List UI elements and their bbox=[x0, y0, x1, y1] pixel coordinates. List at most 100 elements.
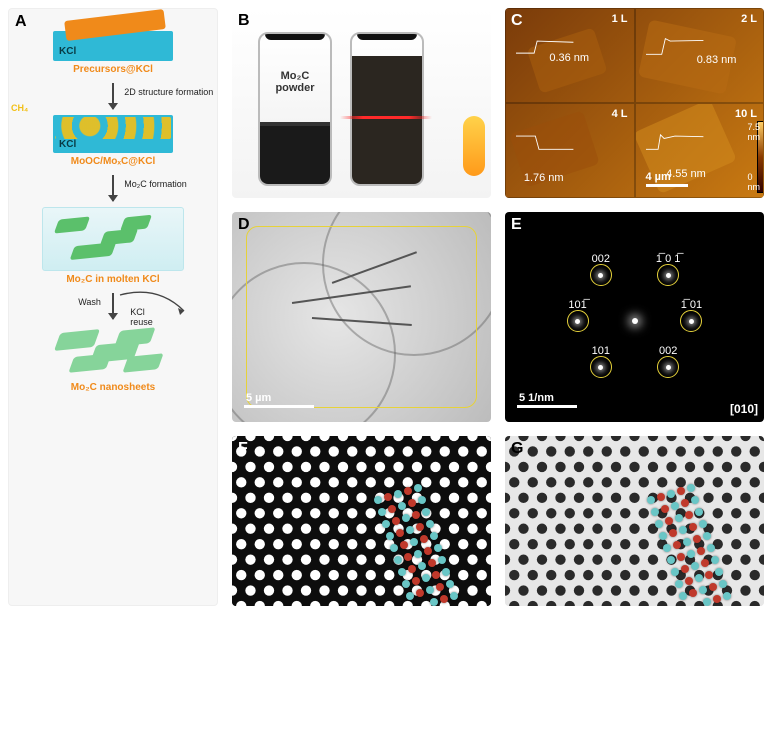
afm-tag-2: 2 L bbox=[741, 13, 757, 25]
overlay-atom bbox=[404, 487, 412, 495]
overlay-atom bbox=[426, 586, 434, 594]
overlay-atom bbox=[677, 487, 685, 495]
overlay-atom bbox=[667, 556, 675, 564]
overlay-atom bbox=[374, 496, 382, 504]
overlay-atom bbox=[703, 532, 711, 540]
afm-scale-label: 4 µm bbox=[646, 171, 671, 183]
overlay-atom bbox=[394, 490, 402, 498]
molten-sheet bbox=[54, 216, 90, 233]
overlay-atom bbox=[659, 532, 667, 540]
overlay-atom bbox=[689, 523, 697, 531]
overlay-atom bbox=[428, 559, 436, 567]
fft-spot-label: 002 bbox=[592, 253, 610, 265]
panel-e-label: E bbox=[511, 216, 522, 234]
kcl-label-1: KCl bbox=[59, 46, 76, 57]
overlay-atom bbox=[408, 565, 416, 573]
overlay-atom bbox=[436, 583, 444, 591]
overlay-atom bbox=[384, 493, 392, 501]
overlay-atom bbox=[713, 595, 721, 603]
overlay-atom bbox=[673, 541, 681, 549]
fft-spot bbox=[689, 319, 694, 324]
overlay-atom bbox=[663, 544, 671, 552]
panel-e-fft: E 0021̅ 0 1̅101̅1̅ 01101002 5 1/nm [010] bbox=[505, 212, 764, 422]
overlay-atom bbox=[661, 505, 669, 513]
overlay-atom bbox=[398, 568, 406, 576]
overlay-atom bbox=[701, 559, 709, 567]
overlay-atom bbox=[689, 589, 697, 597]
overlay-atom bbox=[382, 520, 390, 528]
overlay-atom bbox=[414, 550, 422, 558]
fft-spot-label: 101̅ bbox=[568, 299, 586, 311]
overlay-atom bbox=[414, 484, 422, 492]
overlay-atom bbox=[699, 586, 707, 594]
afm-val-4: 4.55 nm bbox=[666, 168, 706, 180]
panel-a-label: A bbox=[15, 13, 27, 31]
panel-c-label: C bbox=[511, 12, 523, 30]
overlay-atom bbox=[669, 529, 677, 537]
overlay-atom bbox=[711, 556, 719, 564]
overlay-atom bbox=[406, 592, 414, 600]
overlay-atom bbox=[420, 535, 428, 543]
vial-powder: Mo₂C powder bbox=[258, 32, 332, 186]
overlay-atom bbox=[665, 517, 673, 525]
arrow3-label: Wash bbox=[78, 297, 101, 307]
overlay-atom bbox=[703, 598, 711, 606]
overlay-atom bbox=[402, 514, 410, 522]
overlay-atom bbox=[430, 598, 438, 606]
step2-caption: MoOC/MoₓC@KCl bbox=[71, 156, 156, 167]
overlay-atom bbox=[422, 508, 430, 516]
arrow-1: 2D structure formation bbox=[15, 79, 211, 111]
overlay-atom bbox=[388, 505, 396, 513]
molten-kcl-box bbox=[42, 207, 184, 271]
panel-b-vials: B Mo₂C powder Mo₂C ink bbox=[232, 8, 491, 198]
overlay-atom bbox=[723, 592, 731, 600]
afm-val-2: 0.83 nm bbox=[697, 54, 737, 66]
tyndall-laser bbox=[340, 116, 432, 119]
overlay-atom bbox=[699, 520, 707, 528]
fft-spot bbox=[666, 365, 671, 370]
panel-d-tem: D 5 µm bbox=[232, 212, 491, 422]
precursor-layer bbox=[64, 9, 166, 41]
reuse-label: KCl reuse bbox=[130, 307, 153, 327]
fft-center-spot bbox=[632, 318, 638, 324]
afm-colorbar: 7.5 nm 0 nm bbox=[757, 121, 764, 193]
overlay-atom bbox=[719, 580, 727, 588]
mooc-block: KCl bbox=[53, 115, 173, 153]
overlay-atom bbox=[705, 571, 713, 579]
overlay-atom bbox=[430, 532, 438, 540]
fft-scalebar bbox=[517, 405, 577, 408]
overlay-atom bbox=[693, 535, 701, 543]
overlay-atom bbox=[392, 517, 400, 525]
atom-overlay bbox=[232, 436, 491, 606]
overlay-atom bbox=[400, 541, 408, 549]
panel-a-schematic: A KCl Precursors@KCl 2D structure format… bbox=[8, 8, 218, 606]
afm-profile-icon bbox=[516, 130, 576, 154]
overlay-atom bbox=[446, 580, 454, 588]
overlay-atom bbox=[418, 496, 426, 504]
mooc-pattern bbox=[55, 117, 171, 139]
reuse-arrow-icon bbox=[118, 291, 188, 321]
overlay-atom bbox=[709, 583, 717, 591]
fft-spot bbox=[598, 273, 603, 278]
panel-g-label: G bbox=[511, 440, 523, 458]
overlay-atom bbox=[412, 577, 420, 585]
ch4-tag: CH₄ bbox=[11, 103, 28, 113]
fft-zone-axis: [010] bbox=[730, 402, 758, 416]
overlay-atom bbox=[418, 562, 426, 570]
overlay-atom bbox=[432, 571, 440, 579]
overlay-atom bbox=[406, 526, 414, 534]
overlay-atom bbox=[422, 574, 430, 582]
colorbar-bottom: 0 nm bbox=[748, 172, 761, 192]
fft-spots-layer: 0021̅ 0 1̅101̅1̅ 01101002 bbox=[505, 212, 764, 422]
overlay-atom bbox=[679, 526, 687, 534]
overlay-atom bbox=[398, 502, 406, 510]
afm-val-3: 1.76 nm bbox=[524, 172, 564, 184]
overlay-atom bbox=[394, 556, 402, 564]
molten-sheet bbox=[70, 242, 117, 260]
overlay-atom bbox=[404, 553, 412, 561]
nanosheet-pile bbox=[48, 325, 178, 379]
overlay-atom bbox=[685, 577, 693, 585]
overlay-atom bbox=[671, 502, 679, 510]
overlay-atom bbox=[683, 538, 691, 546]
overlay-atom bbox=[687, 484, 695, 492]
